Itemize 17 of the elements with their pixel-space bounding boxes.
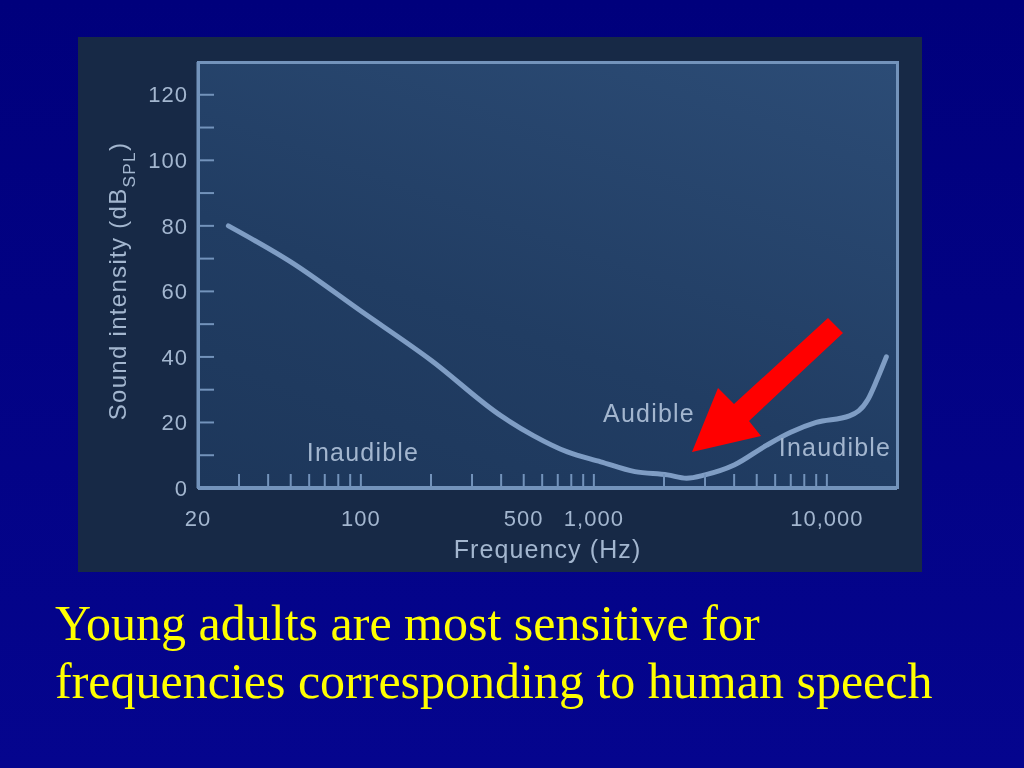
y-tick-label: 20 (161, 410, 188, 436)
y-tick-label: 0 (174, 475, 188, 501)
annotation: Audible (603, 398, 695, 427)
x-tick-label: 20 (184, 505, 212, 531)
x-tick-label: 500 (503, 505, 544, 531)
y-tick-label: 60 (161, 279, 188, 305)
text: Young adults are most sensitive for frequencies corresponding to human speech (55, 594, 934, 710)
y-tick-label: 100 (148, 148, 188, 174)
y-tick-label: 40 (161, 344, 188, 370)
x-axis-title: Frequency (Hz) (453, 535, 642, 563)
y-tick-label: 80 (161, 213, 188, 239)
x-tick-label: 100 (341, 505, 381, 531)
annotation: Inaudible (778, 432, 892, 461)
annotation: Inaudible (306, 437, 420, 466)
x-tick-label: 10,000 (790, 505, 864, 531)
x-tick-label: 1,000 (563, 505, 624, 531)
y-tick-label: 120 (148, 82, 188, 108)
